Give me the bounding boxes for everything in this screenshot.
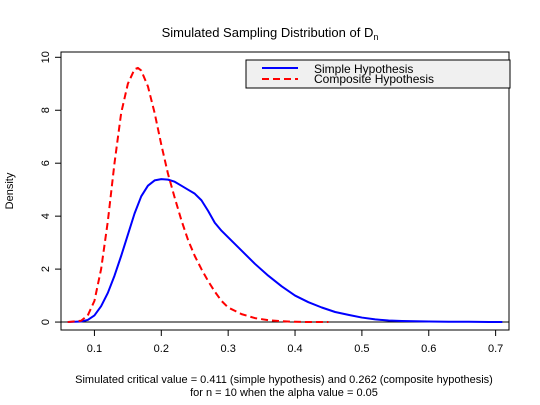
x-tick-label: 0.7 [488, 343, 503, 355]
series-line-simple [67, 178, 503, 324]
y-tick-label: 0 [40, 319, 52, 325]
y-axis: 0 2 4 6 8 10 [40, 51, 61, 325]
y-tick-label: 6 [40, 160, 52, 166]
x-tick-label: 0.2 [154, 343, 169, 355]
y-axis-label: Density [4, 172, 16, 209]
series-line-composite [67, 66, 329, 324]
x-axis-label-line2: for n = 10 when the alpha value = 0.05 [190, 387, 378, 399]
legend: Simple Hypothesis Composite Hypothesis [245, 59, 511, 89]
legend-label-composite: Composite Hypothesis [314, 72, 434, 86]
chart-title-subscript: n [373, 32, 378, 42]
x-tick-label: 0.3 [221, 343, 236, 355]
chart-title: Simulated Sampling Distribution of Dn [162, 25, 379, 42]
chart-title-main: Simulated Sampling Distribution of D [162, 25, 374, 40]
x-tick-label: 0.4 [287, 343, 302, 355]
x-axis-label-line1: Simulated critical value = 0.411 (simple… [75, 374, 493, 386]
legend-box [245, 59, 511, 89]
y-tick-label: 4 [40, 213, 52, 219]
x-tick-label: 0.5 [354, 343, 369, 355]
x-tick-label: 0.1 [87, 343, 102, 355]
legend-label-simple: Simple Hypothesis [314, 62, 413, 76]
x-tick-label: 0.6 [421, 343, 436, 355]
series-layer [67, 66, 503, 324]
y-tick-label: 8 [40, 107, 52, 113]
y-tick-label: 10 [40, 51, 52, 63]
y-tick-label: 2 [40, 266, 52, 272]
plot-frame [60, 51, 510, 331]
x-axis: 0.1 0.2 0.3 0.4 0.5 0.6 0.7 [87, 330, 503, 355]
